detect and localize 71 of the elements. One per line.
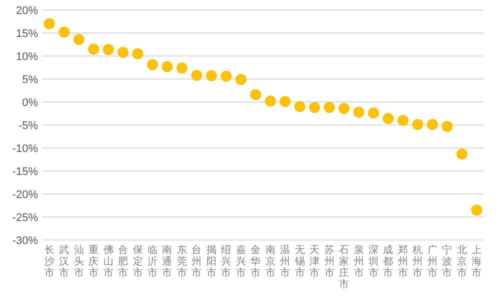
y-tick-label: -25% — [12, 212, 38, 224]
x-tick-label: 苏州市 — [324, 244, 334, 279]
y-tick-label: -5% — [18, 120, 38, 132]
x-tick-label: 重庆市 — [88, 244, 99, 279]
x-tick-label: 合肥市 — [118, 244, 128, 279]
x-tick-label: 深圳市 — [368, 244, 378, 279]
y-tick-label: 20% — [16, 5, 38, 17]
x-tick-label: 金华市 — [250, 244, 261, 279]
y-tick-label: 0% — [22, 97, 38, 109]
y-tick-label: -20% — [12, 189, 38, 201]
y-tick-label: 5% — [22, 74, 38, 86]
y-tick-label: -30% — [12, 235, 38, 247]
x-tick-label: 临沂市 — [148, 244, 158, 279]
point — [206, 70, 217, 82]
point — [147, 59, 158, 70]
x-tick-label: 长沙市 — [44, 244, 54, 279]
x-tick-label: 无锡市 — [294, 245, 305, 279]
point — [368, 108, 379, 119]
point — [382, 113, 394, 124]
x-tick-label: 广州市 — [427, 244, 438, 279]
point — [235, 74, 246, 85]
point — [309, 102, 320, 114]
point — [162, 61, 173, 72]
point — [412, 119, 424, 130]
point — [102, 44, 114, 56]
x-tick-label: 宁波市 — [442, 244, 452, 279]
x-tick-label: 汕头市 — [74, 244, 84, 279]
point — [338, 102, 350, 114]
x-tick-label: 揭阳市 — [206, 244, 216, 279]
point — [176, 62, 188, 74]
x-tick-label: 绍兴市 — [221, 244, 232, 279]
x-tick-label: 泉州市 — [354, 244, 364, 279]
point — [280, 96, 291, 108]
x-tick-label: 嘉兴市 — [236, 244, 246, 279]
y-tick-label: 15% — [16, 28, 38, 40]
point — [471, 204, 482, 216]
x-tick-label: 上海市 — [472, 244, 482, 279]
y-tick-label: -15% — [12, 166, 38, 178]
point — [250, 89, 262, 100]
x-tick-label: 南通市 — [162, 244, 172, 279]
x-tick-label: 温州市 — [280, 244, 290, 279]
point — [118, 46, 129, 58]
point — [132, 48, 144, 60]
point — [73, 34, 84, 45]
x-tick-label: 杭州市 — [412, 244, 423, 279]
x-tick-label: 天津市 — [310, 245, 320, 279]
x-tick-label: 台州市 — [192, 244, 202, 279]
point — [397, 114, 408, 126]
x-tick-label: 武汉市 — [59, 244, 70, 279]
x-tick-label: 保定市 — [132, 245, 143, 279]
point — [294, 101, 306, 112]
point — [88, 44, 100, 55]
point — [442, 120, 453, 132]
x-tick-label: 东莞市 — [176, 244, 187, 279]
y-tick-label: 10% — [16, 51, 38, 63]
x-tick-label: 石家庄市 — [339, 245, 350, 290]
x-tick-label: 北京市 — [456, 244, 467, 279]
point — [191, 70, 202, 81]
point — [426, 119, 438, 130]
point — [456, 148, 468, 160]
point — [264, 96, 276, 107]
x-tick-label: 佛山市 — [103, 245, 114, 279]
point — [324, 102, 335, 114]
point — [220, 70, 232, 82]
point — [353, 106, 364, 118]
point — [58, 26, 70, 38]
x-tick-label: 郑州市 — [398, 244, 408, 279]
x-tick-label: 成都市 — [383, 244, 394, 279]
x-tick-label: 南京市 — [265, 244, 276, 279]
point — [44, 18, 55, 30]
y-tick-label: -10% — [12, 143, 38, 155]
